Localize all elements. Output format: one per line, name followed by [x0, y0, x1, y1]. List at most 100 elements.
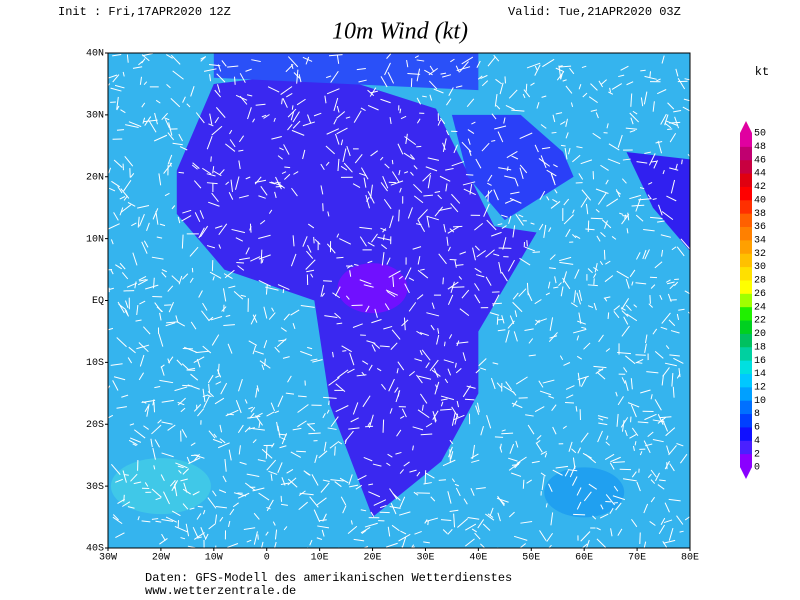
wind-barb: [201, 310, 210, 322]
wind-barb: [608, 143, 620, 151]
wind-barb: [675, 68, 679, 77]
wind-barb: [215, 375, 221, 378]
wind-barb: [251, 59, 261, 63]
wind-barb: [193, 356, 205, 364]
wind-barb: [214, 225, 223, 229]
wind-barb: [342, 350, 347, 352]
wind-barb: [333, 97, 339, 112]
lon-label: 30W: [99, 553, 117, 564]
wind-barb: [440, 72, 447, 75]
wind-barb: [519, 164, 528, 174]
wind-barb: [245, 68, 252, 72]
wind-barb: [143, 81, 148, 86]
wind-barb: [679, 530, 684, 533]
wind-barb: [684, 290, 690, 295]
wind-barb: [501, 225, 507, 229]
wind-barb: [455, 85, 463, 88]
wind-barb: [206, 394, 212, 398]
wind-barb: [182, 96, 186, 103]
wind-barb: [655, 141, 663, 144]
wind-barb: [178, 470, 182, 474]
wind-barb: [620, 417, 629, 428]
wind-barb: [228, 449, 232, 461]
wind-barb: [353, 538, 365, 542]
wind-barb: [208, 201, 220, 207]
wind-barb: [581, 189, 592, 201]
wind-barb: [458, 276, 463, 280]
wind-barb: [347, 368, 355, 374]
wind-barb: [305, 259, 316, 270]
wind-barb: [401, 408, 407, 418]
wind-barb: [624, 380, 629, 392]
wind-barb: [257, 459, 266, 462]
wind-barb: [298, 501, 308, 511]
wind-barb: [362, 395, 371, 408]
wind-barb: [400, 530, 407, 535]
wind-barb: [534, 406, 545, 413]
wind-barb: [115, 532, 125, 539]
wind-barb: [339, 477, 349, 484]
wind-barb: [574, 269, 580, 279]
wind-barb: [300, 350, 313, 357]
wind-barb: [306, 269, 315, 273]
wind-barb: [475, 487, 486, 490]
wind-barb: [372, 463, 382, 467]
wind-barb: [527, 424, 535, 435]
wind-barb: [629, 269, 636, 278]
wind-barb: [360, 509, 367, 512]
colorbar-swatch: [740, 133, 752, 147]
wind-barb: [526, 62, 541, 69]
wind-barb: [398, 170, 401, 176]
wind-barb: [635, 214, 644, 222]
wind-barb: [657, 484, 665, 490]
wind-barb: [546, 196, 550, 201]
wind-barb: [164, 117, 170, 121]
wind-barb: [108, 223, 120, 230]
wind-barb: [600, 164, 609, 171]
wind-barb: [218, 244, 222, 249]
wind-barb: [606, 123, 609, 129]
wind-barb: [654, 351, 664, 359]
colorbar-swatch: [740, 253, 752, 268]
wind-barb: [244, 399, 248, 404]
wind-barb: [455, 264, 464, 267]
wind-barb: [206, 173, 216, 177]
wind-barb: [283, 313, 290, 321]
wind-barb: [143, 119, 158, 123]
wind-barb: [370, 511, 375, 517]
wind-barb: [512, 225, 516, 238]
wind-barb: [669, 284, 675, 290]
wind-barb: [471, 121, 476, 125]
wind-barb: [467, 516, 480, 520]
wind-barb: [368, 364, 373, 371]
wind-barb: [326, 409, 330, 414]
wind-barb: [302, 236, 308, 247]
wind-barb: [550, 172, 556, 184]
wind-barb: [618, 74, 625, 78]
wind-barb: [559, 261, 574, 265]
wind-barb: [138, 342, 149, 353]
wind-barb: [179, 146, 188, 151]
wind-barb: [219, 438, 226, 444]
wind-barb: [165, 516, 177, 523]
wind-barb: [621, 325, 630, 337]
wind-barb: [665, 427, 676, 437]
wind-barb: [259, 360, 271, 369]
wind-barb: [645, 443, 653, 447]
wind-barb: [563, 214, 574, 225]
wind-barb: [677, 78, 686, 90]
wind-barb: [629, 194, 642, 200]
wind-barb: [384, 163, 390, 169]
wind-barb: [607, 312, 610, 319]
wind-barb: [664, 460, 670, 470]
wind-barb: [161, 421, 173, 425]
wind-barb: [644, 151, 652, 155]
wind-barb: [404, 267, 412, 280]
wind-barb: [367, 260, 373, 264]
wind-barb: [366, 340, 376, 344]
wind-barb: [565, 118, 568, 127]
wind-barb: [630, 404, 637, 418]
wind-barb: [558, 65, 563, 68]
wind-barb: [143, 425, 149, 430]
colorbar-unit: kt: [755, 65, 769, 79]
